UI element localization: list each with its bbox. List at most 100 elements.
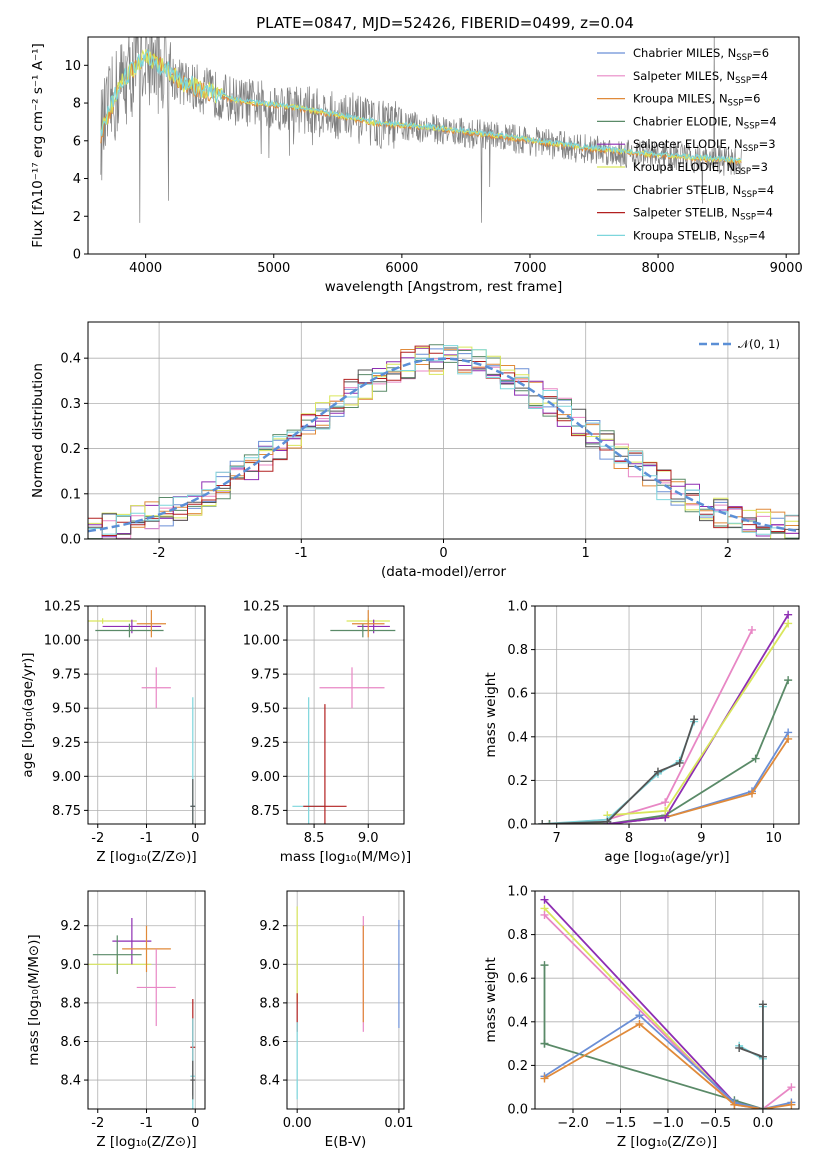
spectrum-xtick-label: 4000 [129, 261, 162, 276]
spectrum-ytick-label: 8 [73, 97, 81, 112]
mass-metallicity-xtick-label: -1 [140, 1116, 153, 1131]
mass-metallicity-ytick-label: 9.0 [60, 958, 81, 973]
weight-age-ytick-label: 0.6 [507, 687, 528, 702]
weight-age-series-line [549, 629, 753, 824]
age-metallicity-xtick-label: 0 [191, 831, 199, 846]
age-metallicity-plot-area [88, 610, 196, 824]
age-metallicity-axes: -2 -1 0 8.75 9.00 9.25 9.50 9.75 10.00 10.25 Z [lo… [20, 600, 206, 865]
age-metallicity-ytick-label: 9.75 [52, 668, 81, 683]
mass-ebv-xtick-label: 0.00 [283, 1116, 312, 1131]
weight-age-ytick-label: 0.0 [507, 818, 528, 833]
age-mass-ytick-label: 9.00 [251, 770, 280, 785]
mass-metallicity-axes: -2 -1 0 8.4 8.6 8.8 9.0 9.2 Z [log₁₀(Z/Z⊙)] mass … [26, 890, 206, 1150]
mass-ebv-plot-area [296, 906, 400, 1100]
weight-metallicity-marker [540, 895, 549, 904]
weight-age-marker [661, 798, 670, 807]
legend-entry-label: Salpeter STELIB, NSSP=4 [633, 206, 773, 223]
weight-metallicity-marker [735, 1043, 744, 1052]
weight-metallicity-xtick-label: −2.0 [557, 1116, 589, 1131]
weight-metallicity-ytick-label: 0.6 [507, 972, 528, 987]
mass-metallicity-xtick-label: 0 [191, 1116, 199, 1131]
weight-metallicity-ytick-label: 0.2 [507, 1059, 528, 1074]
weight-age-xtick-label: 7 [553, 831, 561, 846]
mass-ebv-xlabel: E(B-V) [325, 1134, 367, 1150]
mass-ebv-xtick-label: 0.01 [384, 1116, 413, 1131]
spectrum-xtick-label: 9000 [770, 261, 803, 276]
weight-metallicity-marker [635, 1019, 644, 1028]
age-mass-xlabel: mass [log₁₀(M/M⊙)] [280, 849, 411, 865]
age-metallicity-ytick-label: 9.25 [52, 736, 81, 751]
age-metallicity-ytick-label: 9.00 [52, 770, 81, 785]
weight-metallicity-marker [758, 1105, 767, 1109]
weight-age-marker [661, 806, 670, 815]
mass-ebv-ytick-label: 8.8 [259, 996, 280, 1011]
mass-metallicity-ytick-label: 8.8 [60, 996, 81, 1011]
age-metallicity-xtick-label: -1 [140, 831, 153, 846]
age-mass-xtick-label: 8.5 [304, 831, 325, 846]
spectrum-xtick-label: 5000 [257, 261, 290, 276]
weight-metallicity-xtick-label: −0.5 [700, 1116, 732, 1131]
spectrum-observed [100, 37, 742, 223]
age-metallicity-ytick-label: 8.75 [52, 804, 81, 819]
weight-age-marker [747, 789, 756, 798]
weight-age-axes: 7 8 9 10 0.0 0.2 0.4 0.6 0.8 1.0 age [log₁₀(age/yr… [483, 600, 800, 865]
residuals-ytick-label: 0.3 [60, 397, 81, 412]
residuals-xlabel: (data-model)/error [381, 564, 507, 580]
weight-age-marker [784, 610, 793, 619]
age-mass-axes: 8.5 9.0 8.75 9.00 9.25 9.50 9.75 10.00 10.25 mass… [243, 600, 411, 866]
weight-metallicity-marker [540, 1039, 549, 1048]
mass-ebv-ytick-label: 8.4 [259, 1074, 280, 1089]
weight-age-ytick-label: 1.0 [507, 600, 528, 615]
age-metallicity-ytick-label: 9.50 [52, 702, 81, 717]
age-mass-ytick-label: 10.00 [243, 634, 280, 649]
spectrum-ytick-label: 10 [64, 59, 81, 74]
weight-metallicity-marker [787, 1083, 796, 1092]
weight-metallicity-series-line [543, 899, 764, 1109]
mass-metallicity-xlabel: Z [log₁₀(Z/Z⊙)] [96, 1134, 196, 1150]
residuals-axes: -2 -1 0 1 2 0.0 0.1 0.2 0.3 0.4 (data-model)/error… [30, 321, 800, 580]
spectrum-legend: Chabrier MILES, NSSP=6 Salpeter MILES, NS… [597, 46, 777, 245]
weight-age-marker [784, 619, 793, 628]
mass-metallicity-ytick-label: 8.4 [60, 1074, 81, 1089]
weight-metallicity-ytick-label: 0.4 [507, 1015, 528, 1030]
spectrum-xlabel: wavelength [Angstrom, rest frame] [325, 279, 563, 295]
residuals-xtick-label: 0 [439, 546, 447, 561]
spectrum-ylabel: Flux [fλ10⁻¹⁷ erg cm⁻² s⁻¹ A⁻¹] [30, 43, 46, 248]
spectrum-model-line [100, 48, 742, 164]
mass-metallicity-xtick-label: -2 [91, 1116, 104, 1131]
age-metallicity-xtick-label: -2 [91, 831, 104, 846]
spectrum-xtick-label: 8000 [642, 261, 675, 276]
weight-metallicity-xtick-label: −1.5 [605, 1116, 637, 1131]
mass-ebv-frame [286, 890, 405, 1110]
residuals-xtick-label: 2 [724, 546, 732, 561]
weight-age-marker [538, 820, 547, 824]
weight-age-xtick-label: 9 [697, 831, 705, 846]
legend-entry-label: Chabrier STELIB, NSSP=4 [633, 183, 774, 200]
age-mass-ytick-label: 9.75 [251, 668, 280, 683]
mass-ebv-ytick-label: 9.2 [259, 919, 280, 934]
weight-metallicity-marker [758, 1052, 767, 1061]
weight-age-marker [690, 715, 699, 724]
mass-metallicity-frame [87, 890, 206, 1110]
spectrum-ytick-label: 4 [73, 172, 81, 187]
weight-age-ytick-label: 0.2 [507, 774, 528, 789]
weight-metallicity-series-line [543, 965, 764, 1109]
age-mass-frame [286, 605, 405, 825]
mass-metallicity-plot-area [88, 918, 196, 1109]
weight-metallicity-xtick-label: −1.0 [652, 1116, 684, 1131]
weight-age-marker [747, 625, 756, 634]
residuals-xtick-label: -2 [153, 546, 166, 561]
weight-age-ytick-label: 0.8 [507, 643, 528, 658]
weight-age-xtick-label: 8 [625, 831, 633, 846]
age-mass-ytick-label: 9.50 [251, 702, 280, 717]
age-metallicity-frame [87, 605, 206, 825]
mass-ebv-ytick-label: 8.6 [259, 1035, 280, 1050]
weight-metallicity-ytick-label: 1.0 [507, 885, 528, 900]
weight-age-marker [784, 734, 793, 743]
residuals-frame [87, 321, 800, 540]
weight-metallicity-ytick-label: 0.8 [507, 928, 528, 943]
weight-metallicity-marker [787, 1100, 796, 1109]
age-metallicity-ylabel: age [log₁₀(age/yr)] [20, 652, 36, 777]
weight-age-marker [784, 676, 793, 685]
